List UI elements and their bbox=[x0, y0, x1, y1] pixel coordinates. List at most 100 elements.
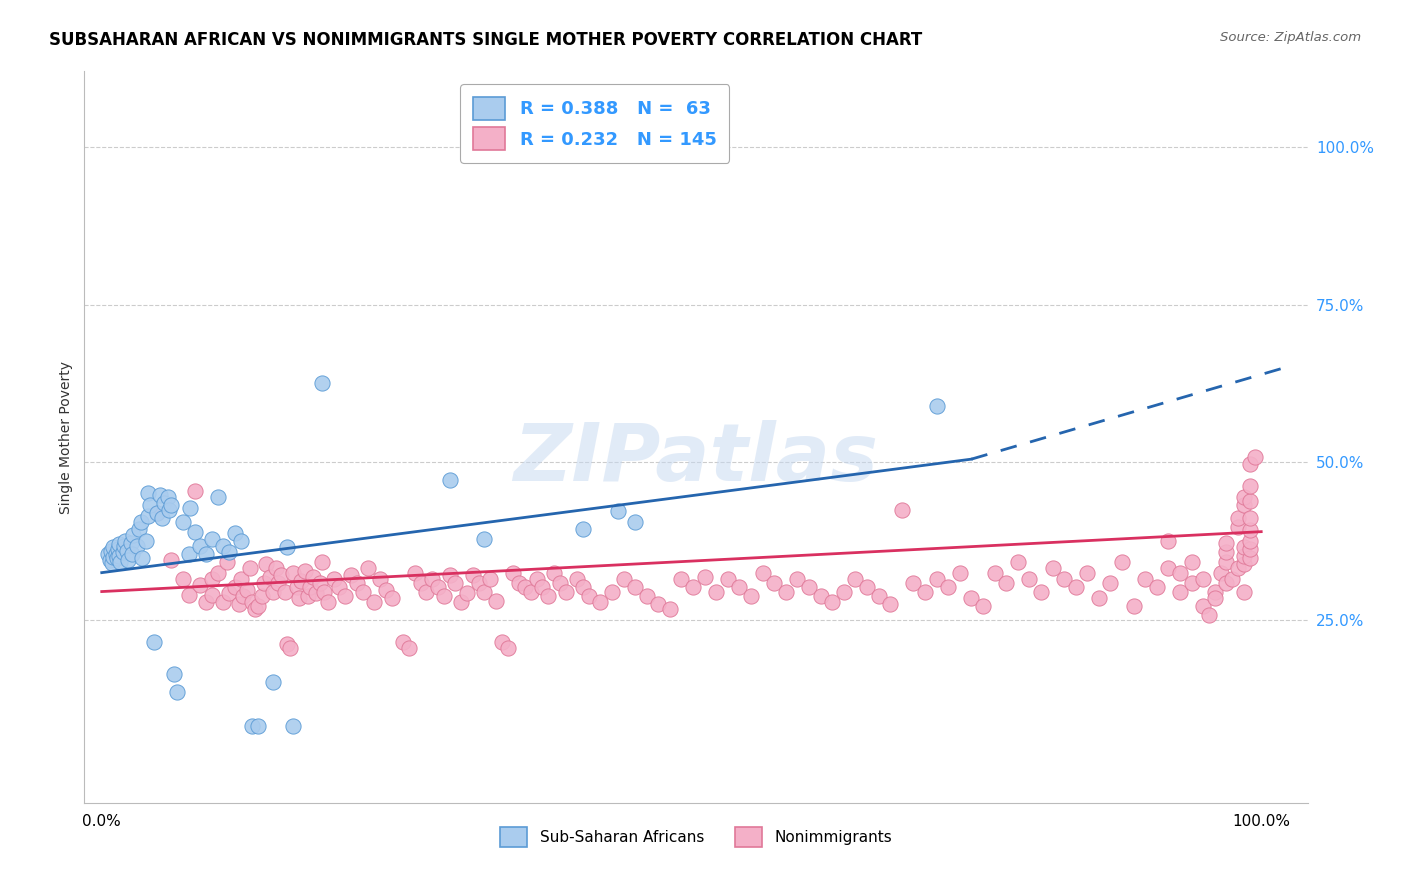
Point bbox=[1192, 572, 1215, 586]
Point bbox=[606, 504, 628, 518]
Point bbox=[120, 536, 142, 550]
Point bbox=[108, 549, 131, 563]
Point bbox=[146, 506, 169, 520]
Point bbox=[936, 580, 959, 594]
Point bbox=[195, 595, 218, 609]
Point bbox=[519, 584, 541, 599]
Point bbox=[444, 576, 467, 591]
Point bbox=[925, 399, 948, 413]
Point bbox=[420, 572, 443, 586]
Point bbox=[1029, 584, 1052, 599]
Point bbox=[404, 566, 426, 580]
Point bbox=[600, 584, 623, 599]
Point bbox=[1233, 541, 1256, 555]
Point bbox=[235, 582, 257, 597]
Point bbox=[537, 589, 560, 603]
Point bbox=[1122, 599, 1144, 613]
Point bbox=[278, 641, 301, 656]
Point bbox=[243, 601, 266, 615]
Point bbox=[125, 539, 148, 553]
Point bbox=[474, 533, 496, 547]
Point bbox=[693, 570, 716, 584]
Point bbox=[183, 524, 205, 539]
Point bbox=[136, 485, 159, 500]
Point bbox=[572, 580, 595, 594]
Point bbox=[479, 572, 502, 586]
Point bbox=[1192, 599, 1215, 613]
Point bbox=[270, 567, 292, 582]
Point bbox=[1220, 572, 1243, 586]
Point bbox=[1018, 572, 1040, 586]
Point bbox=[294, 564, 316, 578]
Point bbox=[183, 483, 205, 498]
Point bbox=[467, 576, 489, 591]
Point bbox=[156, 490, 179, 504]
Point bbox=[810, 589, 832, 603]
Point bbox=[636, 589, 658, 603]
Point bbox=[117, 543, 139, 558]
Point bbox=[1233, 584, 1256, 599]
Point bbox=[108, 537, 131, 551]
Point bbox=[1064, 580, 1087, 594]
Point bbox=[128, 521, 150, 535]
Point bbox=[103, 541, 125, 555]
Point bbox=[162, 666, 184, 681]
Point bbox=[262, 584, 284, 599]
Point bbox=[322, 572, 344, 586]
Point bbox=[242, 595, 264, 609]
Point bbox=[1111, 555, 1133, 569]
Point bbox=[250, 589, 273, 603]
Point bbox=[682, 580, 704, 594]
Point bbox=[1239, 510, 1261, 524]
Point bbox=[259, 570, 281, 584]
Point bbox=[960, 591, 983, 605]
Point bbox=[229, 534, 252, 549]
Point bbox=[554, 584, 576, 599]
Point bbox=[139, 498, 162, 512]
Point bbox=[262, 674, 284, 689]
Point bbox=[253, 576, 276, 591]
Point bbox=[508, 576, 530, 591]
Point bbox=[983, 566, 1005, 580]
Point bbox=[299, 580, 322, 594]
Point bbox=[177, 588, 200, 602]
Point bbox=[177, 547, 200, 561]
Point bbox=[195, 547, 218, 561]
Point bbox=[439, 473, 461, 487]
Point bbox=[218, 545, 240, 559]
Point bbox=[398, 641, 420, 656]
Point bbox=[136, 508, 159, 523]
Point bbox=[104, 547, 127, 561]
Point bbox=[297, 589, 319, 603]
Point bbox=[485, 594, 508, 608]
Point bbox=[172, 572, 194, 586]
Point bbox=[1233, 498, 1256, 512]
Point bbox=[274, 584, 297, 599]
Point bbox=[311, 376, 333, 391]
Point bbox=[374, 582, 396, 597]
Point bbox=[1168, 566, 1191, 580]
Point bbox=[1239, 457, 1261, 471]
Point bbox=[1168, 584, 1191, 599]
Point bbox=[578, 589, 600, 603]
Point bbox=[267, 576, 290, 591]
Point bbox=[316, 595, 339, 609]
Point bbox=[228, 597, 250, 611]
Point bbox=[1146, 580, 1168, 594]
Point bbox=[135, 534, 157, 549]
Point bbox=[717, 572, 740, 586]
Point bbox=[995, 576, 1018, 591]
Point bbox=[1239, 494, 1261, 508]
Point bbox=[201, 533, 224, 547]
Point bbox=[363, 595, 385, 609]
Point bbox=[450, 595, 472, 609]
Point bbox=[612, 572, 634, 586]
Point bbox=[1239, 551, 1261, 566]
Point bbox=[658, 601, 681, 615]
Point bbox=[111, 545, 134, 559]
Point bbox=[224, 580, 246, 594]
Point bbox=[212, 539, 235, 553]
Point bbox=[207, 490, 229, 504]
Point bbox=[1233, 558, 1256, 572]
Point bbox=[1204, 591, 1226, 605]
